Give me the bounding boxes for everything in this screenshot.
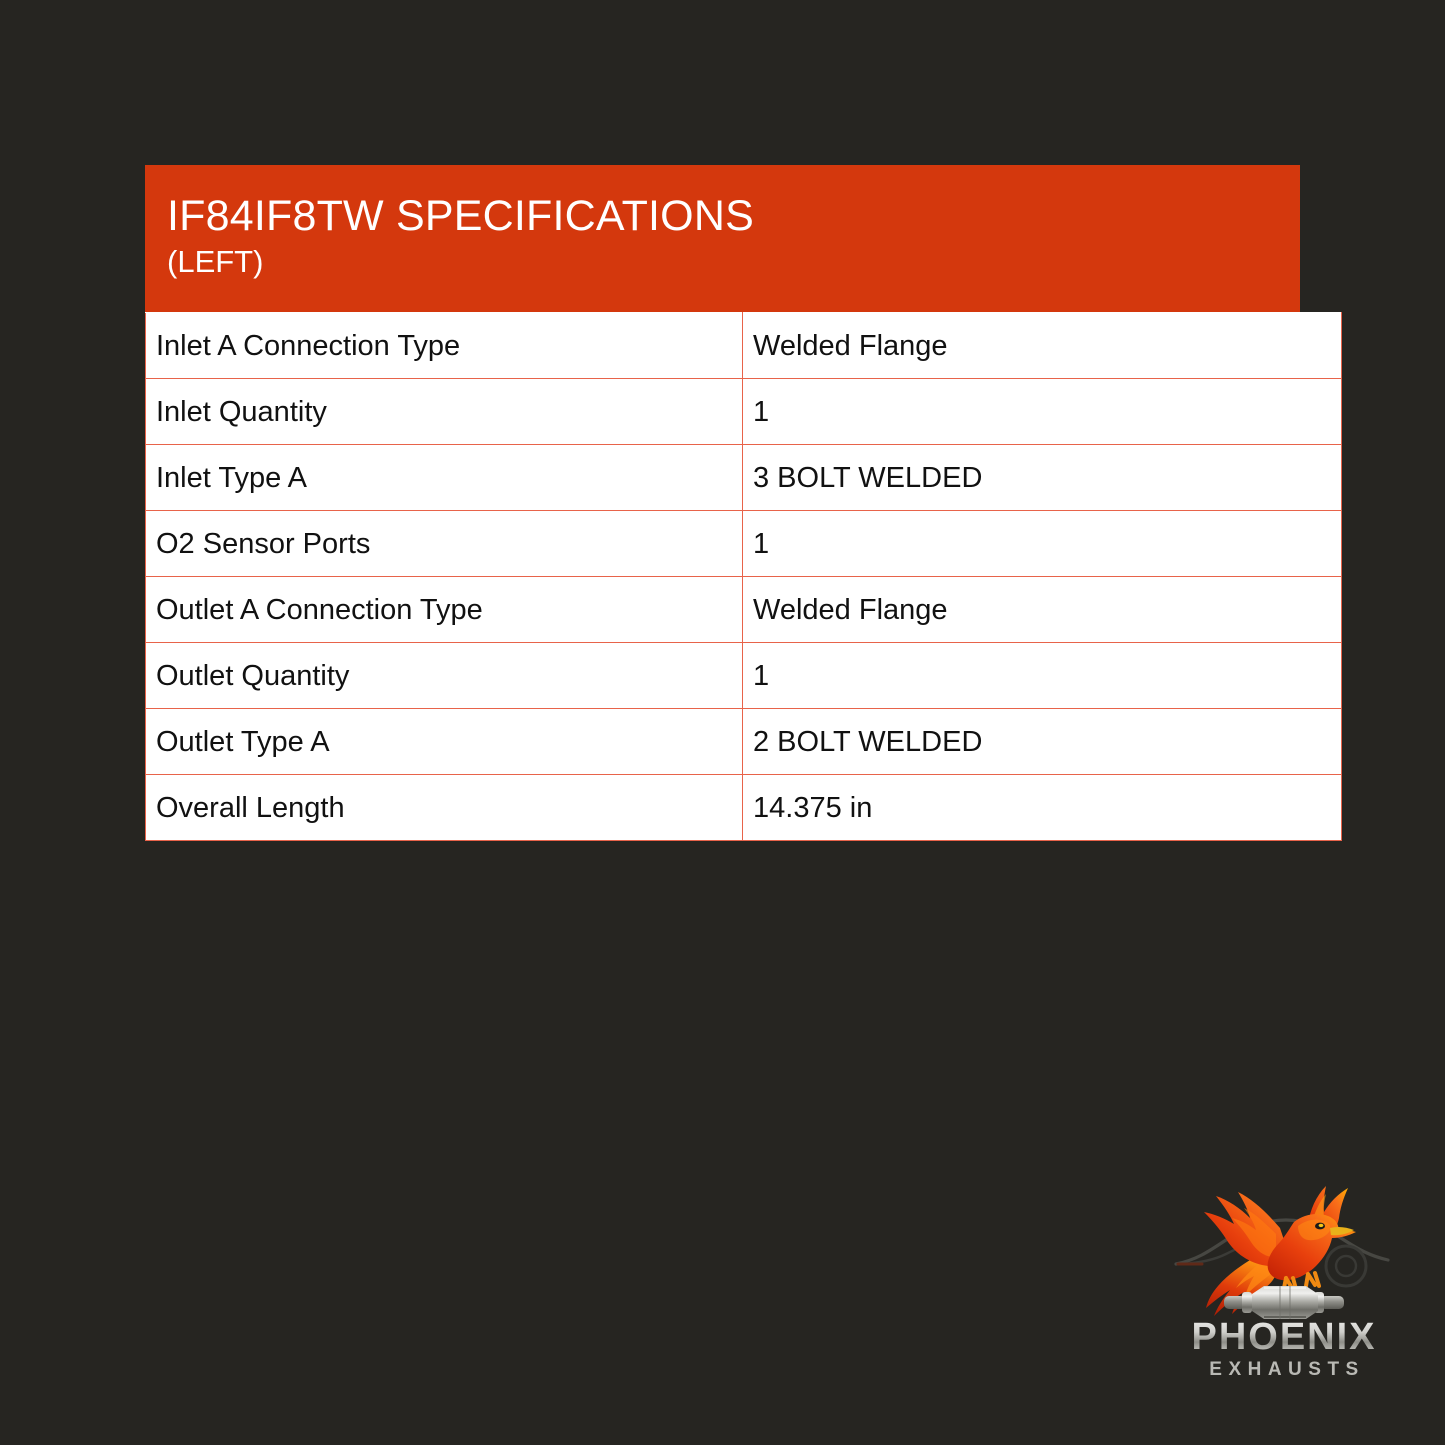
spec-label: Outlet Type A — [145, 708, 743, 775]
muffler-icon — [1224, 1286, 1344, 1319]
specifications-card: IF84IF8TW SPECIFICATIONS (LEFT) Inlet A … — [145, 165, 1342, 841]
table-row: Overall Length 14.375 in — [145, 774, 1342, 841]
logo-wordmark: PHOENIX EXHAUSTS — [1168, 1316, 1400, 1382]
spec-header-banner: IF84IF8TW SPECIFICATIONS (LEFT) — [145, 165, 1300, 312]
spec-value: 1 — [742, 378, 1342, 445]
spec-value: 3 BOLT WELDED — [742, 444, 1342, 511]
spec-value: 1 — [742, 510, 1342, 577]
logo-tagline: EXHAUSTS — [1209, 1359, 1365, 1380]
table-row: Inlet Quantity 1 — [145, 378, 1342, 445]
brand-logo: PHOENIX EXHAUSTS — [1168, 1168, 1400, 1388]
spec-value: Welded Flange — [742, 312, 1342, 379]
specifications-table: Inlet A Connection Type Welded Flange Inle… — [145, 312, 1342, 841]
spec-table-body: Inlet A Connection Type Welded Flange Inle… — [145, 312, 1342, 841]
spec-label: Inlet Quantity — [145, 378, 743, 445]
spec-label: Inlet Type A — [145, 444, 743, 511]
page-subtitle: (LEFT) — [167, 244, 264, 279]
phoenix-exhaust-logo-icon — [1174, 1186, 1390, 1319]
phoenix-left-wing-icon — [1204, 1192, 1288, 1267]
table-row: Outlet A Connection Type Welded Flange — [145, 576, 1342, 643]
spec-value: 1 — [742, 642, 1342, 709]
phoenix-tail-icon — [1206, 1252, 1278, 1316]
spec-value: 14.375 in — [742, 774, 1342, 841]
table-row: Inlet A Connection Type Welded Flange — [145, 312, 1342, 379]
spec-label: Outlet Quantity — [145, 642, 743, 709]
spec-value: Welded Flange — [742, 576, 1342, 643]
phoenix-body-icon — [1267, 1214, 1356, 1281]
car-silhouette-icon — [1174, 1218, 1390, 1288]
spec-label: O2 Sensor Ports — [145, 510, 743, 577]
spec-value: 2 BOLT WELDED — [742, 708, 1342, 775]
spec-label: Inlet A Connection Type — [145, 312, 743, 379]
spec-label: Overall Length — [145, 774, 743, 841]
table-row: O2 Sensor Ports 1 — [145, 510, 1342, 577]
page-title: IF84IF8TW SPECIFICATIONS — [167, 192, 754, 240]
spec-label: Outlet A Connection Type — [145, 576, 743, 643]
table-row: Outlet Quantity 1 — [145, 642, 1342, 709]
logo-brand-name: PHOENIX — [1168, 1316, 1400, 1358]
